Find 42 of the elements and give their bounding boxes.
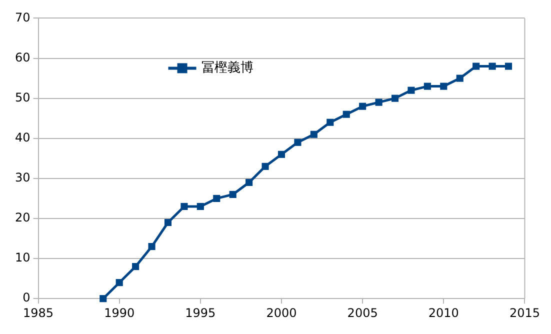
point	[456, 74, 464, 82]
x-tick-label: 2000	[266, 306, 297, 320]
y-tick-label: 70	[14, 10, 30, 24]
point	[164, 218, 172, 226]
point	[229, 190, 236, 198]
y-tick-label: 30	[14, 170, 30, 185]
legend-label: 冨樫義博	[201, 60, 254, 76]
point	[488, 62, 496, 70]
point	[180, 202, 188, 210]
x-tick-label: 2010	[428, 306, 459, 320]
point	[213, 194, 220, 202]
point	[326, 118, 334, 126]
point	[391, 94, 399, 102]
point	[424, 82, 431, 90]
point	[342, 110, 350, 118]
point	[148, 242, 156, 250]
point	[100, 295, 107, 302]
point	[472, 62, 480, 70]
y-tick-label: 10	[14, 250, 30, 265]
y-tick-label: 50	[14, 90, 30, 104]
point	[408, 86, 415, 94]
x-tick-label: 1985	[22, 306, 54, 320]
y-tick-label: 60	[14, 50, 30, 64]
point	[359, 102, 366, 110]
point	[310, 130, 318, 138]
x-tick-label: 2015	[509, 306, 540, 320]
point	[278, 150, 286, 158]
point	[196, 202, 204, 210]
x-tick-label: 1990	[104, 306, 135, 320]
point	[294, 138, 302, 146]
point	[116, 279, 123, 286]
x-tick-label: 2005	[347, 306, 378, 320]
y-tick-label: 20	[14, 210, 30, 225]
point	[440, 82, 448, 90]
point	[262, 162, 269, 170]
point	[246, 178, 253, 186]
y-tick-label: 0	[22, 290, 30, 305]
point	[504, 62, 512, 70]
x-tick-label: 1995	[185, 306, 216, 320]
y-tick-label: 40	[14, 130, 30, 144]
point	[375, 98, 382, 106]
point	[132, 263, 140, 270]
